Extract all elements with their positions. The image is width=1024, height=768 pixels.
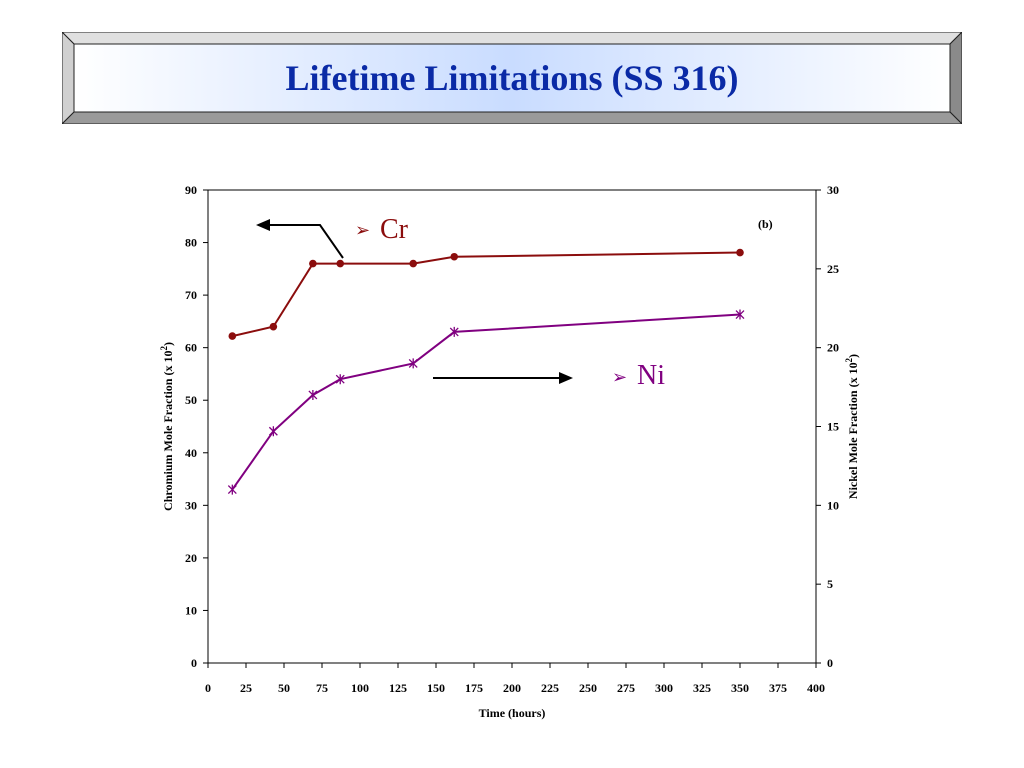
ni-bullet: ➢ <box>612 367 627 387</box>
data-point-ni <box>449 326 459 337</box>
ni-label: Ni <box>637 360 665 391</box>
data-point-ni <box>408 358 418 369</box>
y-right-tick-label: 20 <box>827 341 839 355</box>
y-left-tick-label: 80 <box>185 236 197 250</box>
x-tick-label: 375 <box>769 681 787 695</box>
y-left-tick-label: 40 <box>185 446 197 460</box>
title-banner: Lifetime Limitations (SS 316) <box>62 32 962 124</box>
x-tick-label: 250 <box>579 681 597 695</box>
y-right-axis-title: Nickel Mole Fraction (x 102) <box>844 354 860 499</box>
x-tick-label: 200 <box>503 681 521 695</box>
x-tick-label: 300 <box>655 681 673 695</box>
x-tick-label: 400 <box>807 681 825 695</box>
panel-label: (b) <box>758 217 773 231</box>
data-point-cr <box>336 259 345 268</box>
y-left-tick-label: 70 <box>185 288 197 302</box>
y-left-tick-label: 90 <box>185 183 197 197</box>
data-point-cr <box>409 259 418 268</box>
x-tick-label: 100 <box>351 681 369 695</box>
series-line-cr <box>232 251 741 338</box>
x-tick-label: 25 <box>240 681 252 695</box>
y-left-tick-label: 30 <box>185 498 197 512</box>
x-tick-label: 50 <box>278 681 290 695</box>
data-point-cr <box>450 252 459 261</box>
y-left-tick-label: 10 <box>185 603 197 617</box>
plot-area-frame <box>207 189 817 664</box>
slide-title: Lifetime Limitations (SS 316) <box>285 58 739 98</box>
x-tick-label: 325 <box>693 681 711 695</box>
data-point-cr <box>269 322 278 331</box>
x-tick-label: 125 <box>389 681 407 695</box>
data-point-ni <box>335 374 345 385</box>
y-left-tick-label: 20 <box>185 551 197 565</box>
series-line-ni <box>231 313 741 491</box>
cr-label: Cr <box>380 214 409 245</box>
cr-bullet: ➢ <box>355 220 370 240</box>
cr-arrow-head <box>256 219 270 231</box>
y-left-tick-label: 60 <box>185 341 197 355</box>
x-tick-label: 75 <box>316 681 328 695</box>
x-tick-label: 275 <box>617 681 635 695</box>
data-point-ni <box>735 309 745 320</box>
x-tick-label: 0 <box>205 681 211 695</box>
y-left-tick-label: 50 <box>185 393 197 407</box>
data-point-cr <box>309 259 317 268</box>
y-right-tick-label: 30 <box>827 183 839 197</box>
data-point-cr <box>228 332 237 340</box>
y-right-tick-label: 0 <box>827 656 833 670</box>
y-right-tick-label: 15 <box>827 420 839 434</box>
x-axis-title: Time (hours) <box>479 706 546 720</box>
y-left-axis-exponent: 2 <box>159 346 169 351</box>
x-tick-label: 225 <box>541 681 559 695</box>
data-point-cr <box>736 248 744 257</box>
cr-arrow-line <box>268 224 344 259</box>
x-tick-label: 175 <box>465 681 483 695</box>
data-point-ni <box>227 484 237 495</box>
title-banner-frame <box>62 32 962 124</box>
data-point-ni <box>268 426 278 437</box>
x-tick-label: 350 <box>731 681 749 695</box>
y-right-tick-label: 5 <box>827 577 833 591</box>
x-tick-label: 150 <box>427 681 445 695</box>
y-right-tick-label: 25 <box>827 262 839 276</box>
y-right-tick-label: 10 <box>827 498 839 512</box>
y-left-axis-title: Chromium Mole Fraction (x 102) <box>159 342 175 511</box>
ni-arrow-head <box>559 372 573 384</box>
y-right-axis-exponent: 2 <box>844 357 854 362</box>
data-point-ni <box>308 389 318 400</box>
y-left-tick-label: 0 <box>191 656 197 670</box>
